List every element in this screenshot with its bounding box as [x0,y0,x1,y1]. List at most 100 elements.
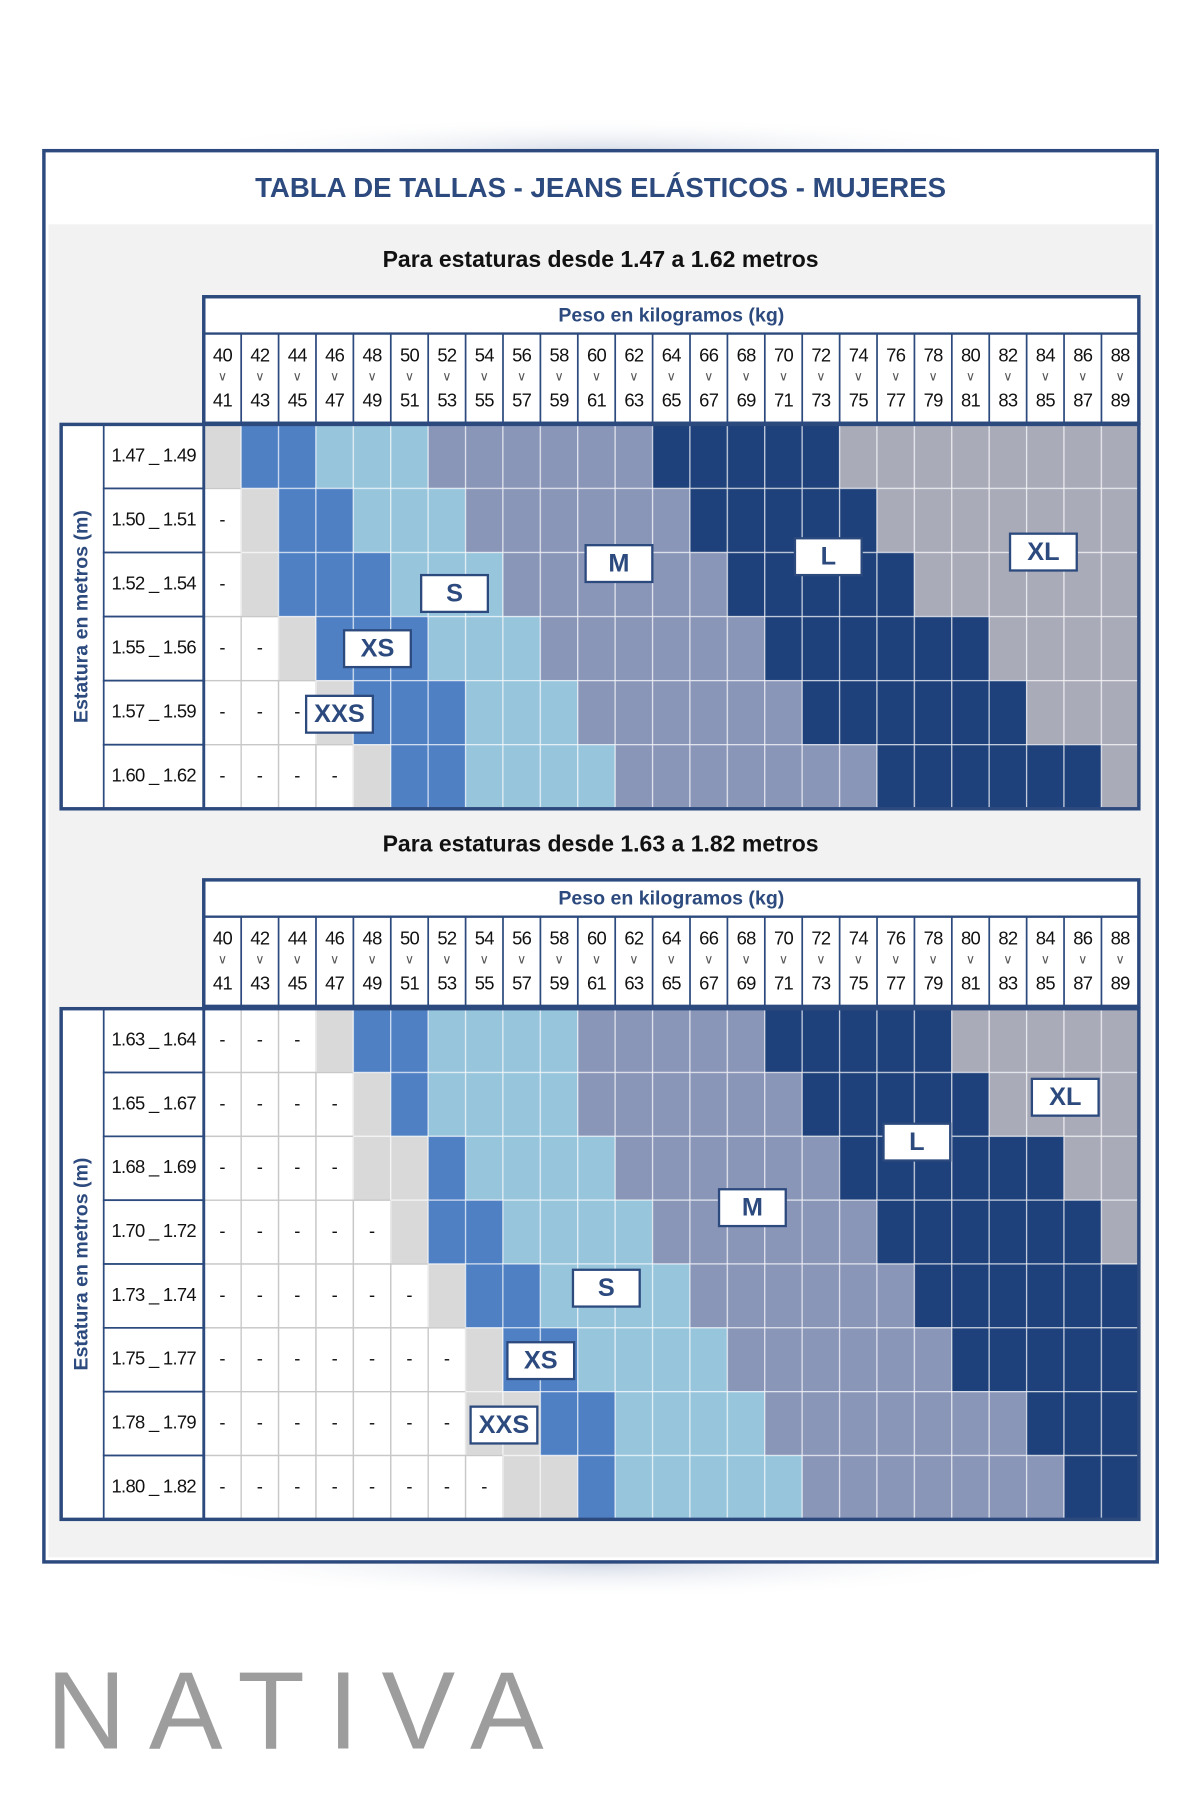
range-symbol: ∨ [779,370,788,384]
range-symbol: ∨ [1078,370,1087,384]
size-cell [240,1454,280,1521]
size-cell [1100,1263,1140,1329]
weight-to: 41 [213,972,233,993]
range-symbol: ∨ [592,370,601,384]
range-symbol: ∨ [367,953,376,967]
range-symbol: ∨ [629,370,638,384]
size-cell [951,1008,990,1074]
size-cell [464,1263,504,1329]
row-header-cell [61,424,104,809]
size-label: M [608,549,629,577]
size-cell [203,487,242,554]
size-cell [315,487,355,554]
size-cell [502,487,542,554]
size-cell [577,1135,616,1201]
subtitle: Para estaturas desde 1.63 a 1.82 metros [383,830,819,856]
empty-cell: - [219,701,225,722]
size-cell [315,744,355,810]
size-cell [464,487,504,554]
size-cell [427,1008,467,1074]
size-cell [352,1327,392,1393]
weight-to: 49 [363,389,383,410]
size-label-box [793,537,863,577]
weight-to: 59 [550,389,570,410]
weight-from: 40 [213,344,233,365]
size-cell [801,615,841,682]
row-label: 1.57 _ 1.59 [112,701,197,723]
weight-to: 79 [924,972,944,993]
weight-to: 71 [774,389,794,410]
title: TABLA DE TALLAS - JEANS ELÁSTICOS - MUJE… [255,172,946,203]
size-cell [390,487,429,554]
size-cell [502,1263,542,1329]
weight-to: 45 [288,972,308,993]
size-cell [390,1454,429,1521]
size-cell [764,615,803,682]
size-cell [801,1071,841,1138]
size-cell [427,423,467,490]
size-cell [988,1263,1028,1329]
size-label: L [821,543,836,571]
size-cell [689,487,729,554]
weight-from: 46 [325,344,345,365]
weight-from: 74 [849,344,869,365]
size-label: S [446,579,463,607]
range-symbol: ∨ [255,370,264,384]
weight-to: 89 [1111,972,1131,993]
weight-from: 82 [998,928,1018,949]
size-cell [390,1008,429,1074]
size-cell [988,1391,1028,1457]
size-cell [689,615,729,682]
weight-from: 80 [961,344,981,365]
weight-to: 51 [400,972,420,993]
weight-to: 53 [437,389,457,410]
size-cell [240,487,280,554]
weight-to: 65 [662,972,682,993]
range-symbol: ∨ [517,953,526,967]
column-header: Peso en kilogramos (kg) [558,888,784,910]
size-cell [913,1199,953,1265]
empty-cell: - [219,1220,225,1241]
weight-from: 64 [662,344,682,365]
size-cell [988,1071,1028,1138]
range-symbol: ∨ [592,953,601,967]
size-cell [390,423,429,490]
empty-cell: - [332,765,338,786]
weight-from: 72 [811,344,831,365]
size-cell [240,1008,280,1074]
row-label-cell [102,743,205,810]
size-label-box [420,573,490,614]
size-cell [390,1135,429,1201]
empty-cell: - [257,1475,263,1496]
size-cell [913,744,953,810]
empty-cell: - [369,1220,375,1241]
size-cell [352,1263,392,1329]
empty-cell: - [332,1092,338,1113]
size-cell [390,1071,429,1138]
size-cell [988,423,1028,490]
size-cell [801,1454,841,1521]
size-cell [651,1199,691,1265]
size-cell [1100,487,1140,554]
size-cell [240,1263,280,1329]
size-cell [502,1135,542,1201]
range-symbol: ∨ [741,370,750,384]
size-cell [390,679,429,746]
size-cell [539,744,579,810]
size-label-box [469,1405,539,1445]
weight-to: 41 [213,389,233,410]
weight-to: 77 [886,972,906,993]
size-label-box [1008,532,1078,572]
empty-cell: - [219,1028,225,1049]
size-label: XL [1049,1083,1081,1111]
size-cell [1063,1391,1103,1457]
size-cell [577,1391,616,1457]
weight-from: 78 [924,928,944,949]
size-cell [352,487,392,554]
size-cell [577,487,616,554]
size-cell [1063,1135,1103,1201]
size-cell [427,1263,467,1329]
size-cell [764,744,803,810]
size-cell [651,679,691,746]
